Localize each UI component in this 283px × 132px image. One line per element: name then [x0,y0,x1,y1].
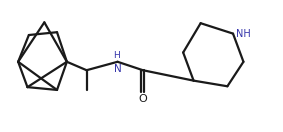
Text: O: O [139,94,147,104]
Text: N: N [114,64,122,74]
Text: H: H [113,51,120,60]
Text: NH: NH [236,29,251,39]
